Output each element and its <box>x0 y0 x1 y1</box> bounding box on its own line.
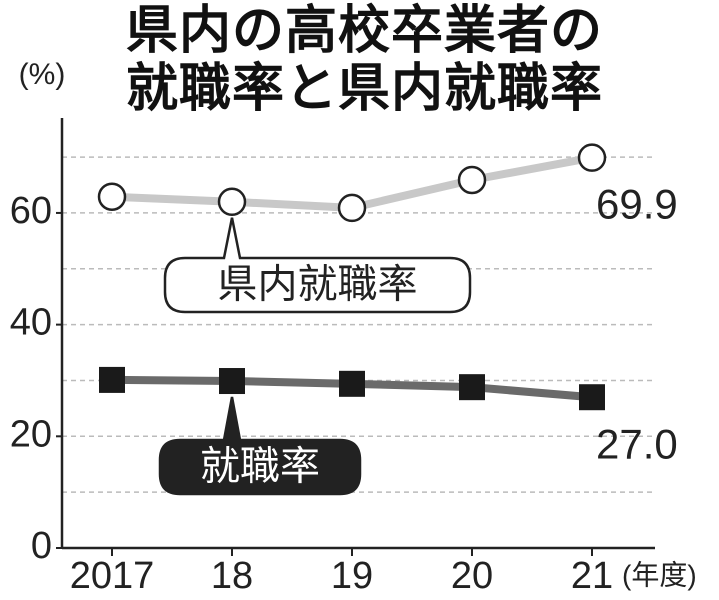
x-tick-label: 18 <box>211 555 253 597</box>
point-marker <box>217 187 247 217</box>
point-marker <box>337 193 367 223</box>
y-tick-label: 40 <box>10 302 52 344</box>
value-label: 69.9 <box>596 181 678 228</box>
x-tick-label: 21 <box>571 555 613 597</box>
y-tick-label: 20 <box>10 413 52 455</box>
legend-label: 県内就職率 <box>218 263 418 307</box>
callout-box <box>163 217 472 314</box>
y-tick-label: 60 <box>10 190 52 232</box>
point-marker <box>579 384 605 411</box>
point-marker <box>99 366 125 393</box>
point-marker <box>339 370 365 397</box>
point-marker <box>219 368 245 395</box>
point-marker <box>459 374 485 401</box>
point-marker <box>97 182 127 211</box>
x-tick-label: 19 <box>331 555 373 597</box>
x-tick-label: 20 <box>451 555 493 597</box>
legend-label: 就職率 <box>200 445 320 489</box>
x-unit: (年度) <box>622 559 697 590</box>
callout-box <box>158 396 362 496</box>
y-unit: (%) <box>19 58 66 91</box>
point-marker <box>577 143 607 172</box>
x-tick-label: 2017 <box>70 555 155 597</box>
value-label: 27.0 <box>596 420 678 467</box>
point-marker <box>457 165 487 195</box>
chart-title: 県内の高校卒業者の就職率と県内就職率 <box>126 2 604 118</box>
y-tick-label: 0 <box>31 525 52 567</box>
